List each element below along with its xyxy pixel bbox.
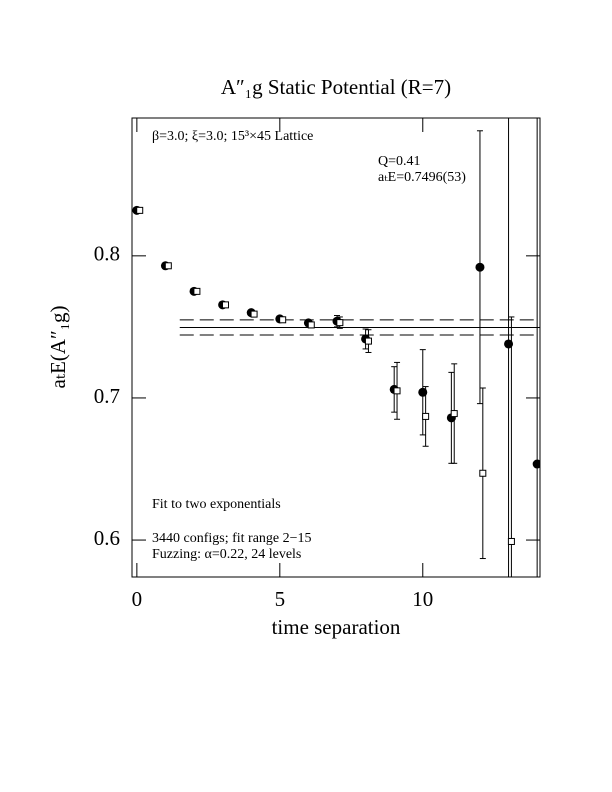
data-point [136, 206, 144, 214]
data-point [507, 537, 515, 545]
data-point [422, 412, 430, 420]
y-axis-label: aₜE(A″₁g) [46, 305, 70, 388]
data-point [364, 337, 372, 345]
annotation: Fit to two exponentials [152, 497, 281, 512]
data-point [504, 339, 514, 349]
annotation: aₜE=0.7496(53) [378, 170, 466, 185]
data-point [279, 316, 287, 324]
x-tick-label: 5 [275, 587, 286, 611]
plot-area [132, 118, 540, 577]
data-point [479, 469, 487, 477]
annotation: Fuzzing: α=0.22, 24 levels [152, 547, 301, 562]
chart-title: A″₁g Static Potential (R=7) [221, 75, 451, 99]
y-tick-label: 0.6 [94, 526, 120, 550]
data-point [221, 301, 229, 309]
data-point [164, 262, 172, 270]
data-point [393, 387, 401, 395]
data-point [307, 321, 315, 329]
data-point [532, 459, 540, 469]
data-point [450, 410, 458, 418]
annotation: β=3.0; ξ=3.0; 15³×45 Lattice [152, 129, 313, 144]
annotation: 3440 configs; fit range 2−15 [152, 531, 312, 546]
annotation: Q=0.41 [378, 154, 421, 169]
plot-frame [131, 117, 541, 578]
y-tick-label: 0.7 [94, 384, 120, 408]
x-axis-label: time separation [272, 615, 401, 639]
data-point [475, 262, 485, 272]
x-tick-label: 10 [412, 587, 433, 611]
data-point [250, 310, 258, 318]
y-tick-label: 0.8 [94, 242, 120, 266]
data-point [193, 287, 201, 295]
data-point [418, 387, 428, 397]
data-point [336, 319, 344, 327]
x-tick-label: 0 [132, 587, 143, 611]
